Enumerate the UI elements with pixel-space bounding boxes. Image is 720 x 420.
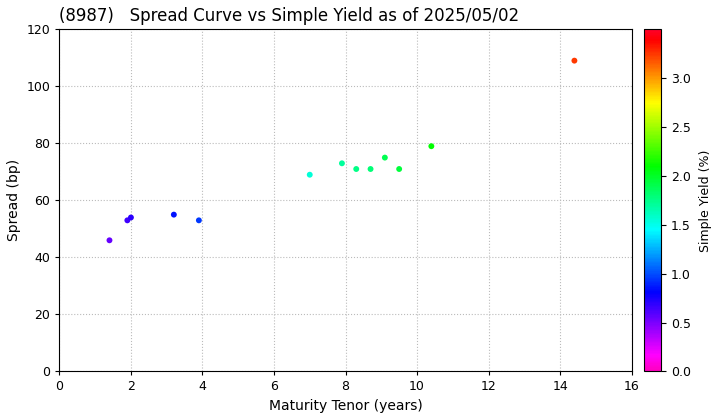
- Text: (8987)   Spread Curve vs Simple Yield as of 2025/05/02: (8987) Spread Curve vs Simple Yield as o…: [60, 7, 520, 25]
- Y-axis label: Simple Yield (%): Simple Yield (%): [699, 149, 712, 252]
- Point: [193, 217, 204, 224]
- Point: [393, 165, 405, 172]
- Point: [569, 57, 580, 64]
- Point: [168, 211, 179, 218]
- Point: [351, 165, 362, 172]
- Point: [336, 160, 348, 167]
- Point: [125, 214, 137, 221]
- Point: [104, 237, 115, 244]
- Point: [122, 217, 133, 224]
- X-axis label: Maturity Tenor (years): Maturity Tenor (years): [269, 399, 423, 413]
- Point: [426, 143, 437, 150]
- Point: [304, 171, 315, 178]
- Point: [365, 165, 377, 172]
- Y-axis label: Spread (bp): Spread (bp): [7, 159, 21, 242]
- Point: [379, 154, 391, 161]
